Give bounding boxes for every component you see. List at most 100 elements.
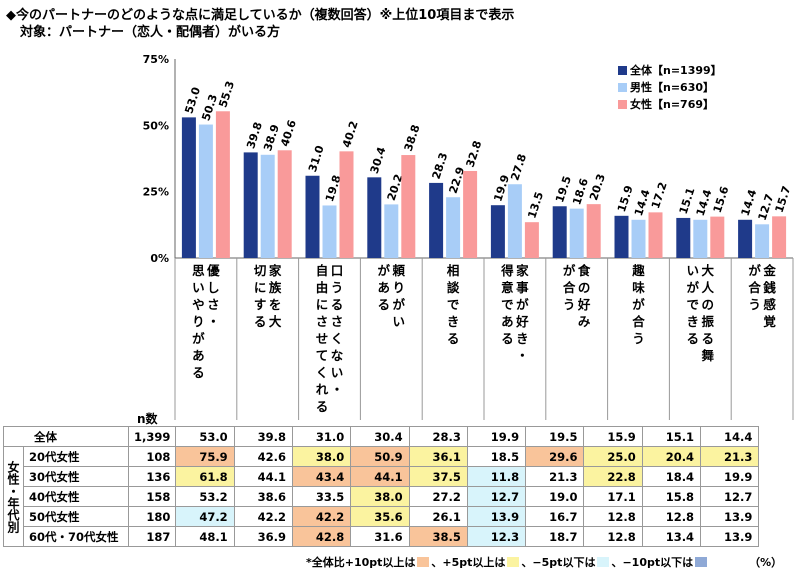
table-cell: 13.9 (466, 506, 527, 527)
table-cell: 75.9 (175, 446, 235, 467)
legend-swatch-plus10 (417, 557, 430, 567)
table-cell: 11.8 (466, 466, 527, 487)
note-text: 、+5pt以上は (431, 556, 506, 569)
row-n: 108 (127, 446, 177, 467)
bar (384, 204, 399, 258)
note-text: 、−10pt以下は (611, 556, 694, 569)
data-label: 55.3 (216, 79, 237, 109)
bar-chart: 0%25%50%75%53.050.355.339.838.940.631.01… (143, 53, 794, 420)
legend-label: 全体【n=1399】 (630, 64, 722, 77)
bar (429, 182, 444, 258)
bar (693, 219, 708, 258)
table-cell: 35.6 (350, 506, 410, 527)
category-label-column: 優しさ・ (207, 263, 220, 329)
bar (401, 155, 416, 258)
table-cell: 19.5 (525, 426, 585, 447)
row-n: 187 (127, 526, 177, 547)
table-cell: 12.7 (700, 486, 760, 507)
table-cell: 28.3 (408, 426, 468, 447)
bar (215, 111, 230, 259)
table-row: 全体 1,399 53.0 39.8 31.0 30.4 28.3 19.9 19.5 15.9 1… (3, 426, 760, 447)
table-row: 女性・年代別 20代女性 108 75.9 42.6 38.0 50.9 36.1 18.5 29… (3, 446, 760, 547)
row-label: 全体 (3, 426, 129, 447)
table-cell: 25.0 (583, 446, 643, 467)
legend-label: 女性【n=769】 (630, 98, 715, 111)
bar (614, 215, 629, 258)
table-cell: 42.6 (233, 446, 293, 467)
data-label: 13.5 (525, 190, 546, 220)
data-label: 18.6 (570, 176, 591, 206)
category-label: いができる大人の振る舞 (685, 262, 715, 364)
table-cell: 29.6 (525, 446, 585, 467)
category-label: 趣味が合う (631, 262, 646, 347)
category-label: 相談できる (446, 262, 461, 347)
row-n: 136 (127, 466, 177, 487)
table-cell: 13.9 (700, 506, 760, 527)
table-cell: 44.1 (350, 466, 410, 487)
bar (322, 205, 337, 258)
bar (710, 216, 725, 258)
note-text: 、−5pt以下は (521, 556, 596, 569)
data-label: 40.6 (278, 118, 299, 148)
table-cell: 48.1 (175, 526, 235, 547)
legend-label: 男性【n=630】 (630, 81, 715, 94)
row-n: 1,399 (127, 426, 177, 447)
bar (586, 204, 601, 258)
category-label-column: 家族を大 (268, 263, 282, 329)
bar (367, 177, 382, 258)
category-label-column: 食の好み (577, 263, 591, 329)
bar (463, 170, 478, 258)
category-label-column: 自由にさせてくれる (315, 263, 329, 414)
data-label: 30.4 (368, 145, 389, 175)
data-table: 全体 1,399 53.0 39.8 31.0 30.4 28.3 19.9 19.5 15.9 1… (3, 426, 760, 547)
row-label: 60代・70代女性 (23, 526, 129, 547)
data-label: 27.8 (508, 152, 529, 182)
table-cell: 17.1 (583, 486, 643, 507)
legend-swatch-minus10 (695, 557, 708, 567)
table-cell: 18.5 (466, 446, 527, 467)
table-cell: 16.7 (525, 506, 585, 527)
bar (260, 154, 275, 258)
table-cell: 26.1 (408, 506, 468, 527)
legend-swatch (618, 66, 627, 75)
category-label-column: が合う (748, 263, 761, 312)
table-cell: 27.2 (408, 486, 468, 507)
bar (569, 208, 584, 258)
data-label: 38.8 (402, 123, 423, 153)
table-cell: 12.8 (583, 526, 643, 547)
data-label: 53.0 (182, 85, 203, 115)
table-cell: 42.2 (291, 506, 352, 527)
note-text: *全体比+10pt以上は (306, 556, 416, 569)
category-label-column: いができる (686, 263, 700, 346)
bar (198, 124, 213, 259)
bar (648, 212, 663, 258)
category-label-column: 口うるさくない・ (330, 263, 344, 397)
bar (755, 224, 770, 258)
table-cell: 14.4 (700, 426, 760, 447)
table-cell: 61.8 (175, 466, 235, 487)
bar (738, 219, 753, 258)
table-cell: 38.6 (233, 486, 293, 507)
table-row: 30代女性 136 61.8 44.1 43.4 44.1 37.5 11.8 21.3 22.8… (4, 466, 760, 487)
legend-swatch-plus5 (507, 557, 520, 567)
bar (772, 216, 787, 258)
table-cell: 50.9 (350, 446, 410, 467)
table-cell: 53.0 (175, 426, 235, 447)
table-cell: 19.9 (700, 466, 760, 487)
table-cell: 36.9 (233, 526, 293, 547)
category-label-column: 相談できる (446, 263, 460, 346)
table-cell: 44.1 (233, 466, 293, 487)
table-cell: 42.2 (233, 506, 293, 527)
table-cell: 38.0 (350, 486, 410, 507)
bar (524, 222, 539, 258)
bar (305, 175, 320, 258)
highlight-note: *全体比+10pt以上は 、+5pt以上は 、−5pt以下は 、−10pt以下は… (306, 554, 782, 570)
table-cell: 21.3 (525, 466, 585, 487)
table-cell: 39.8 (233, 426, 293, 447)
bar (339, 151, 354, 258)
category-label: 切にする家族を大 (253, 262, 283, 330)
legend-item-all: 全体【n=1399】 (618, 62, 722, 79)
table-cell: 31.0 (291, 426, 352, 447)
bar (446, 197, 461, 258)
category-label-column: 趣味が合う (632, 263, 645, 346)
